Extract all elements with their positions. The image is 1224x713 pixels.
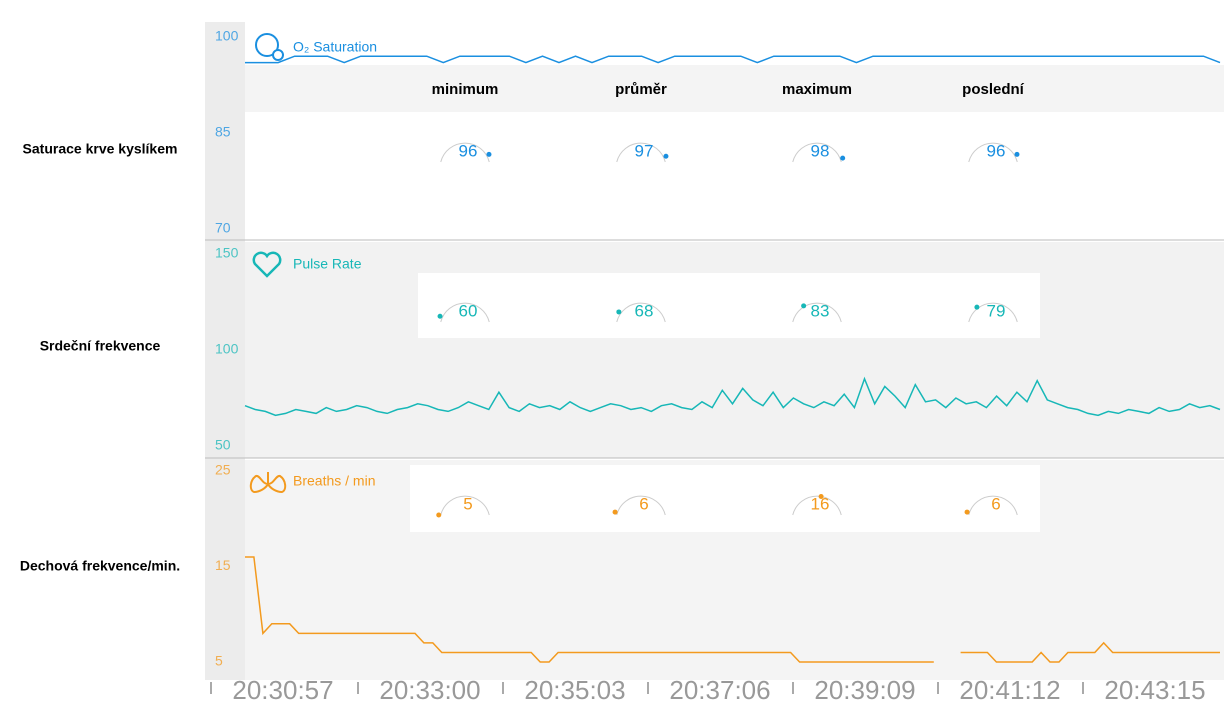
stat-value: 83	[811, 301, 830, 320]
gauge-dot	[486, 151, 492, 157]
y-tick-label: 85	[215, 124, 231, 140]
gauge-arc	[440, 495, 490, 516]
y-tick-label: 150	[215, 245, 239, 261]
x-tick-label: 20:37:06	[669, 675, 770, 705]
chart-title: Breaths / min	[293, 473, 375, 489]
gauge-arc	[968, 495, 1018, 516]
stat-value: 68	[635, 301, 654, 320]
stat-value: 60	[459, 301, 478, 320]
series-line	[244, 376, 1221, 417]
y-tick-label: 25	[215, 462, 231, 478]
series-line	[245, 556, 1220, 663]
gauge-arc	[616, 495, 666, 516]
lungs-icon	[249, 472, 287, 494]
gauge-arc	[792, 495, 842, 516]
stat-value: 79	[987, 301, 1006, 320]
y-tick-label: 50	[215, 437, 231, 453]
heart-icon	[252, 251, 282, 278]
axis-strip	[205, 22, 245, 680]
stat-value: 96	[987, 141, 1006, 160]
gauge-arc	[968, 302, 1018, 323]
gauge-dot	[974, 304, 980, 310]
gauge-dot	[663, 153, 669, 159]
stat-value: 97	[635, 141, 654, 160]
x-tick-label: 20:41:12	[959, 675, 1060, 705]
gauge-dot	[801, 303, 807, 309]
o2-icon	[272, 49, 284, 61]
gauge-dot	[612, 509, 618, 515]
chart-title: O₂ Saturation	[293, 39, 377, 55]
gauge-dot	[818, 493, 824, 499]
gauge-dot	[1014, 151, 1020, 157]
y-tick-label: 70	[215, 220, 231, 236]
gauge-arc	[616, 302, 666, 323]
stat-value: 6	[639, 494, 648, 513]
y-tick-label: 15	[215, 557, 231, 573]
stat-header: minimum	[432, 81, 499, 98]
gauge-dot	[964, 509, 970, 515]
gauge-dot	[616, 309, 622, 315]
gauge-dot	[436, 512, 442, 518]
row-label: Srdeční frekvence	[40, 338, 161, 354]
x-tick-label: 20:43:15	[1104, 675, 1205, 705]
o2-icon	[255, 33, 279, 57]
breath-stat-panel	[410, 465, 1040, 532]
stat-band	[245, 65, 1224, 112]
stat-value: 5	[463, 494, 472, 513]
gauge-arc	[440, 142, 490, 163]
pulse-stat-panel	[418, 273, 1040, 338]
chart-title: Pulse Rate	[293, 256, 362, 272]
stat-value: 96	[459, 141, 478, 160]
stat-value: 16	[811, 494, 830, 513]
x-tick-label: 20:30:57	[232, 675, 333, 705]
row-label: Saturace krve kyslíkem	[23, 141, 178, 157]
stat-header: poslední	[962, 81, 1025, 98]
x-tick-label: 20:35:03	[524, 675, 625, 705]
gauge-dot	[840, 155, 846, 161]
gauge-dot	[437, 313, 443, 319]
y-tick-label: 100	[215, 341, 239, 357]
gauge-arc	[616, 142, 666, 163]
gauge-arc	[968, 142, 1018, 163]
stat-header: maximum	[782, 81, 852, 98]
gauge-arc	[440, 302, 490, 323]
gauge-arc	[792, 142, 842, 163]
row-label: Dechová frekvence/min.	[20, 558, 180, 574]
stat-header: průměr	[615, 81, 667, 98]
stat-value: 98	[811, 141, 830, 160]
y-tick-label: 100	[215, 28, 239, 44]
gauge-arc	[792, 302, 842, 323]
y-tick-label: 5	[215, 653, 223, 669]
stat-value: 6	[991, 494, 1000, 513]
series-line	[245, 55, 1221, 64]
x-tick-label: 20:39:09	[814, 675, 915, 705]
x-tick-label: 20:33:00	[379, 675, 480, 705]
